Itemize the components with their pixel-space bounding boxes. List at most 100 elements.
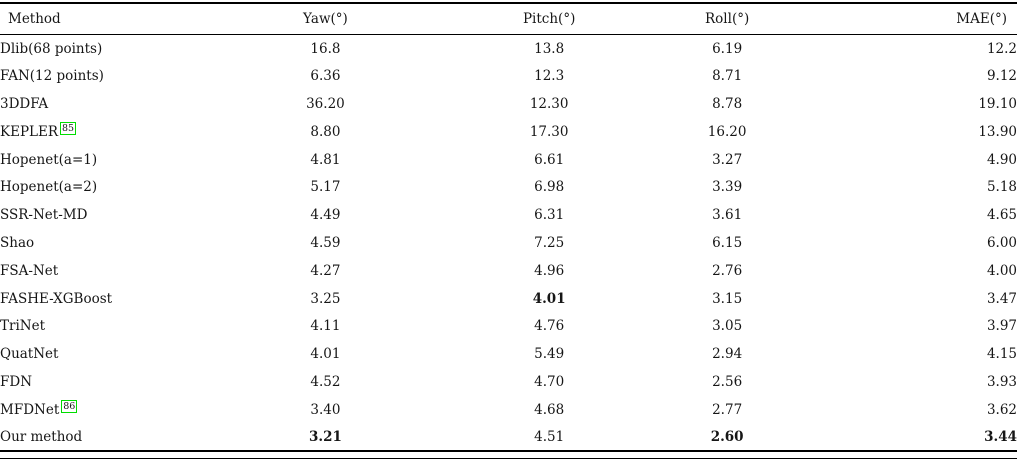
pitch-value-cell: 4.96: [534, 262, 565, 279]
roll-value-cell: 16.20: [707, 123, 747, 140]
roll-value-cell: 6.15: [712, 234, 743, 251]
table-row: TriNet 4.11 4.76 3.05 3.97: [0, 312, 1017, 340]
roll-value-cell: 2.76: [712, 262, 743, 279]
pitch-value-cell: 4.01: [532, 290, 566, 307]
roll-value-cell: 2.60: [710, 429, 744, 446]
method-cell: 3DDFA: [0, 95, 49, 112]
pitch-value-cell: 4.68: [534, 401, 565, 418]
pitch-value-cell: 4.76: [534, 318, 565, 335]
pitch-value-cell: 4.51: [534, 429, 565, 446]
mae-value-cell: 4.90: [986, 151, 1017, 168]
table-row: Shao 4.59 7.25 6.15 6.00: [0, 229, 1017, 257]
method-cell: Shao: [0, 234, 35, 251]
mae-value-cell: 9.12: [986, 68, 1017, 85]
yaw-value-cell: 3.25: [310, 290, 341, 307]
roll-value-cell: 3.27: [712, 151, 743, 168]
pitch-value-cell: 6.98: [534, 179, 565, 196]
pitch-value-cell: 17.30: [529, 123, 569, 140]
table-row: FDN 4.52 4.70 2.56 3.93: [0, 368, 1017, 396]
pitch-value-cell: 5.49: [534, 346, 565, 363]
header-yaw: Yaw(°): [203, 3, 448, 35]
mae-value-cell: 19.10: [978, 95, 1017, 112]
mae-value-cell: 3.44: [984, 429, 1017, 446]
method-cell: Dlib(68 points): [0, 40, 103, 57]
header-roll: Roll(°): [650, 3, 804, 35]
header-mae: MAE(°): [803, 3, 1017, 35]
pitch-value-cell: 7.25: [534, 234, 565, 251]
pitch-value-cell: 12.30: [529, 95, 569, 112]
roll-value-cell: 3.61: [712, 207, 743, 224]
mae-value-cell: 13.90: [978, 123, 1017, 140]
header-pitch: Pitch(°): [447, 3, 651, 35]
yaw-value-cell: 4.01: [310, 346, 341, 363]
roll-value-cell: 8.71: [712, 68, 743, 85]
yaw-value-cell: 4.59: [310, 234, 341, 251]
roll-value-cell: 2.56: [712, 373, 743, 390]
header-method: Method: [0, 3, 204, 35]
mae-value-cell: 5.18: [986, 179, 1017, 196]
table-row: Our method 3.21 4.51 2.60 3.44: [0, 424, 1017, 452]
method-cell: Hopenet(a=1): [0, 151, 98, 168]
method-cell: FAN(12 points): [0, 68, 104, 85]
method-cell: FASHE-XGBoost: [0, 290, 113, 307]
bottom-rule: [0, 458, 1017, 460]
table-row: KEPLER 85 8.80 17.30 16.20 13.90: [0, 118, 1017, 146]
roll-value-cell: 6.19: [712, 40, 743, 57]
table-row: Hopenet(a=2) 5.17 6.98 3.39 5.18: [0, 173, 1017, 201]
roll-value-cell: 3.39: [712, 179, 743, 196]
citation-link[interactable]: 86: [61, 399, 78, 413]
method-cell: SSR-Net-MD: [0, 207, 88, 224]
table-row: MFDNet 86 3.40 4.68 2.77 3.62: [0, 396, 1017, 424]
mae-value-cell: 4.65: [986, 207, 1017, 224]
pitch-value-cell: 6.31: [534, 207, 565, 224]
pitch-value-cell: 4.70: [534, 373, 565, 390]
yaw-value-cell: 3.21: [308, 429, 342, 446]
roll-value-cell: 2.94: [712, 346, 743, 363]
yaw-value-cell: 3.40: [310, 401, 341, 418]
table-row: FASHE-XGBoost 3.25 4.01 3.15 3.47: [0, 285, 1017, 313]
citation-link[interactable]: 85: [60, 121, 77, 135]
table-row: SSR-Net-MD 4.49 6.31 3.61 4.65: [0, 201, 1017, 229]
yaw-value-cell: 6.36: [310, 68, 341, 85]
pitch-value-cell: 6.61: [534, 151, 565, 168]
table-header-row: Method Yaw(°) Pitch(°) Roll(°) MAE(°): [0, 3, 1017, 35]
yaw-value-cell: 4.52: [310, 373, 341, 390]
mae-value-cell: 3.47: [986, 290, 1017, 307]
pitch-value-cell: 12.3: [534, 68, 565, 85]
yaw-value-cell: 4.11: [310, 318, 341, 335]
mae-value-cell: 4.00: [986, 262, 1017, 279]
method-cell: Our method: [0, 429, 83, 446]
table-row: Dlib(68 points) 16.8 13.8 6.19 12.2: [0, 35, 1017, 63]
method-cell: TriNet: [0, 318, 46, 335]
method-cell: Hopenet(a=2): [0, 179, 98, 196]
method-cell: QuatNet: [0, 346, 59, 363]
yaw-value-cell: 16.8: [310, 40, 341, 57]
method-cell: KEPLER 85: [0, 121, 77, 140]
roll-value-cell: 3.15: [712, 290, 743, 307]
method-cell: FSA-Net: [0, 262, 59, 279]
method-cell: FDN: [0, 373, 33, 390]
table-body: Dlib(68 points) 16.8 13.8 6.19 12.2 FAN(12 po…: [0, 35, 1017, 452]
table-row: 3DDFA 36.20 12.30 8.78 19.10: [0, 90, 1017, 118]
yaw-value-cell: 4.49: [310, 207, 341, 224]
mae-value-cell: 6.00: [986, 234, 1017, 251]
table-row: FAN(12 points) 6.36 12.3 8.71 9.12: [0, 62, 1017, 90]
mae-value-cell: 3.93: [986, 373, 1017, 390]
roll-value-cell: 8.78: [712, 95, 743, 112]
table-row: Hopenet(a=1) 4.81 6.61 3.27 4.90: [0, 146, 1017, 174]
yaw-value-cell: 4.27: [310, 262, 341, 279]
table-row: QuatNet 4.01 5.49 2.94 4.15: [0, 340, 1017, 368]
yaw-value-cell: 5.17: [310, 179, 341, 196]
pitch-value-cell: 13.8: [534, 40, 565, 57]
yaw-value-cell: 8.80: [310, 123, 341, 140]
mae-value-cell: 3.97: [986, 318, 1017, 335]
table-row: FSA-Net 4.27 4.96 2.76 4.00: [0, 257, 1017, 285]
yaw-value-cell: 4.81: [310, 151, 341, 168]
roll-value-cell: 2.77: [712, 401, 743, 418]
roll-value-cell: 3.05: [712, 318, 743, 335]
method-cell: MFDNet 86: [0, 399, 78, 418]
method-comparison-table: Method Yaw(°) Pitch(°) Roll(°) MAE(°) Dl…: [0, 2, 1017, 453]
mae-value-cell: 3.62: [986, 401, 1017, 418]
mae-value-cell: 12.2: [986, 40, 1017, 57]
